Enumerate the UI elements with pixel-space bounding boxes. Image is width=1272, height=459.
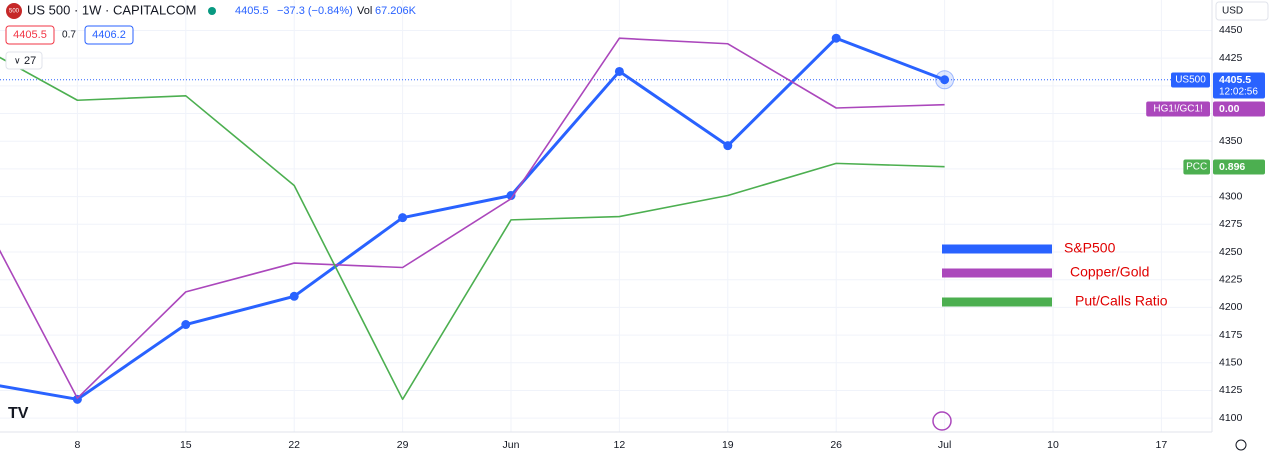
y-tick-label: 4350 (1219, 135, 1243, 147)
price-change: −37.3 (−0.84%) (277, 5, 353, 17)
price-tag-name: US500 (1175, 75, 1206, 86)
ask[interactable]: 4406.2 (92, 29, 126, 41)
chevron[interactable]: ∨ (14, 55, 21, 65)
price-tag-name-bg (1146, 101, 1210, 117)
settings-icon[interactable] (1235, 439, 1247, 451)
legend-swatch (942, 297, 1052, 307)
price-tag-time: 12:02:56 (1219, 87, 1258, 98)
data-point (289, 291, 299, 301)
volume: 67.206K (375, 5, 417, 17)
legend-swatch (942, 244, 1052, 254)
last-point-halo (935, 70, 955, 90)
x-tick-label: Jul (938, 439, 951, 451)
legend-label: Put/Calls Ratio (1075, 293, 1168, 309)
data-point (723, 141, 733, 151)
x-tick-label: 17 (1156, 439, 1168, 451)
price-tag-name: HG1!/GC1! (1153, 104, 1202, 115)
market-status (208, 7, 216, 15)
x-tick-label: 10 (1047, 439, 1059, 451)
y-tick-label: 4175 (1219, 329, 1243, 341)
legend-label: Copper/Gold (1070, 264, 1149, 280)
price-tag-value: 0.00 (1219, 103, 1240, 115)
currency-button[interactable] (1215, 1, 1269, 21)
price-tag-value-bg (1213, 72, 1265, 99)
currency[interactable]: USD (1222, 6, 1243, 17)
volume-label: Vol (357, 5, 372, 17)
price-tag-value: 0.896 (1219, 161, 1245, 173)
x-tick-label: 8 (74, 439, 80, 451)
y-tick-label: 4225 (1219, 273, 1243, 285)
y-tick-label: 4275 (1219, 218, 1243, 230)
data-point (506, 191, 516, 201)
price-tag-value-bg (1213, 159, 1265, 175)
y-tick-label: 4250 (1219, 246, 1243, 258)
data-point (614, 66, 624, 76)
symbol-icon (6, 3, 22, 19)
data-point (398, 213, 408, 223)
y-tick-label: 4450 (1219, 24, 1243, 36)
x-tick-label: 19 (722, 439, 734, 451)
price-tag-value-bg (1213, 101, 1265, 117)
indicators-toggle[interactable] (5, 51, 43, 70)
events-icon[interactable] (932, 411, 952, 431)
price-tag-name-bg (1183, 159, 1210, 175)
y-tick-label: 4125 (1219, 384, 1243, 396)
y-tick-label: 4200 (1219, 301, 1243, 313)
sell-button[interactable] (5, 25, 55, 45)
x-tick-label: Jun (503, 439, 520, 451)
y-tick-label: 4300 (1219, 190, 1243, 202)
data-point (831, 33, 841, 43)
legend-swatch (942, 268, 1052, 278)
data-point (181, 320, 191, 330)
price-tags: US500 4405.512:02:56 HG1!/GC1! 0.00 PCC 0.896 (1146, 72, 1265, 175)
legend: S&P500 Copper/Gold Put/Calls Ratio (942, 240, 1168, 309)
data-point (940, 75, 950, 85)
series-line (0, 36, 946, 401)
price-tag-value: 4405.5 (1219, 74, 1251, 86)
legend-label: S&P500 (1064, 240, 1116, 256)
x-tick-label: 26 (830, 439, 842, 451)
price-tag-name: PCC (1186, 162, 1207, 173)
bid[interactable]: 4405.5 (13, 29, 47, 41)
symbol-title[interactable]: US 500 · 1W · CAPITALCOM (27, 2, 197, 17)
spread: 0.7 (62, 30, 76, 41)
series-line (0, 56, 945, 401)
x-tick-label: 22 (288, 439, 300, 451)
series-line (0, 37, 945, 400)
y-tick-label: 4100 (1219, 412, 1243, 424)
indicator-count[interactable]: 27 (24, 55, 36, 67)
x-tick-label: 29 (397, 439, 409, 451)
x-tick-label: 12 (614, 439, 626, 451)
buy-button[interactable] (84, 25, 134, 45)
y-tick-label: 4425 (1219, 52, 1243, 64)
tv-logo[interactable]: TV (8, 405, 29, 422)
price-tag-name-bg (1171, 72, 1210, 88)
y-tick-label: 4150 (1219, 357, 1243, 369)
symbol-icon-text: 500 (9, 9, 20, 15)
plot (0, 33, 955, 404)
x-tick-label: 15 (180, 439, 192, 451)
last-price: 4405.5 (235, 5, 269, 17)
